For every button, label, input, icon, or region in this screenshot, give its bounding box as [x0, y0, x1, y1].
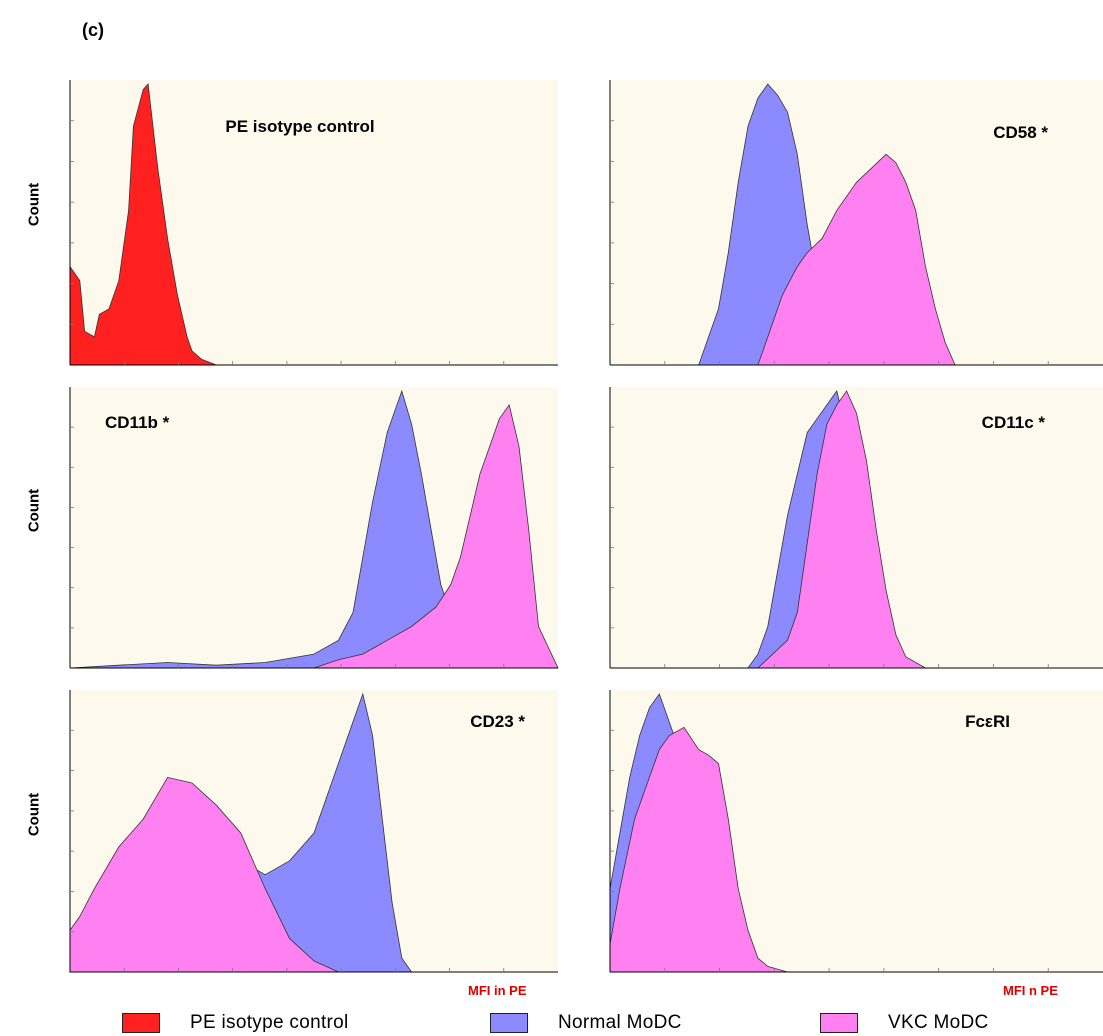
- panel-title-cd23: CD23 *: [470, 712, 525, 731]
- legend-label-normal-modc: Normal MoDC: [558, 1012, 682, 1033]
- x-axis-label-right: MFI n PE: [1003, 983, 1058, 998]
- panel-title-pe-isotype-control: PE isotype control: [225, 117, 374, 136]
- x-axis-label-left: MFI in PE: [468, 983, 527, 998]
- legend-swatch-vkc-modc: [820, 1013, 858, 1033]
- histogram-cd11c-vkc-modc: [610, 390, 1103, 669]
- panel-title-cd11b: CD11b *: [105, 413, 170, 432]
- panel-title-fc-ri: FcεRI: [965, 712, 1010, 731]
- legend-swatch-pe-isotype: [122, 1013, 160, 1033]
- legend-label-vkc-modc: VKC MoDC: [888, 1012, 989, 1033]
- legend-swatch-normal-modc: [490, 1013, 528, 1033]
- legend-item-vkc-modc: VKC MoDC: [820, 1010, 989, 1036]
- panel-title-cd58: CD58 *: [993, 123, 1048, 142]
- legend-label-pe-isotype: PE isotype control: [190, 1012, 349, 1033]
- legend-item-normal-modc: Normal MoDC: [490, 1010, 682, 1036]
- histogram-pe-isotype-control-pe-isotype-control: [69, 83, 558, 366]
- panel-letter: (c): [82, 20, 104, 40]
- legend-item-pe-isotype: PE isotype control: [122, 1010, 349, 1036]
- histogram-cd11b-vkc-modc: [70, 403, 559, 669]
- panel-title-cd11c: CD11c *: [982, 413, 1046, 432]
- histogram-fc-ri-vkc-modc: [609, 726, 1103, 973]
- histogram-cd58-vkc-modc: [610, 153, 1103, 366]
